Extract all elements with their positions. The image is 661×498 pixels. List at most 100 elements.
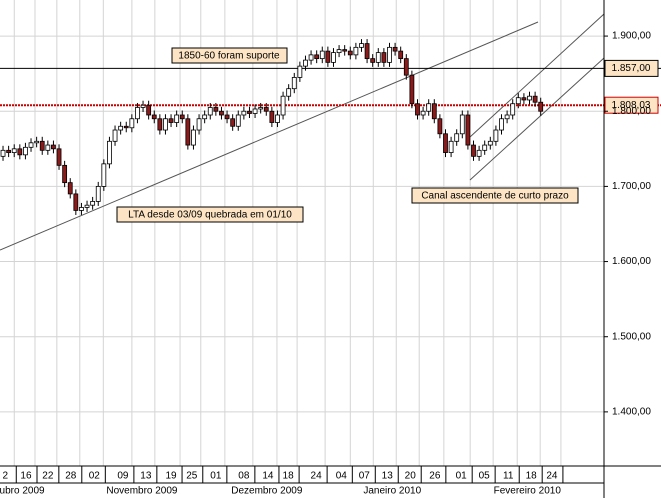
x-tick-label: 07	[359, 471, 371, 482]
x-tick-label: 09	[117, 471, 129, 482]
candle-body	[185, 118, 191, 146]
candle-body	[140, 104, 146, 108]
candle-body	[168, 118, 174, 123]
candle-body	[431, 103, 437, 120]
candle-body	[538, 101, 544, 112]
x-tick-label: 05	[479, 471, 491, 482]
x-tick-label: 24	[311, 471, 323, 482]
x-tick-label: 19	[165, 471, 177, 482]
candle-body	[364, 43, 370, 60]
x-tick-label: 08	[238, 471, 250, 482]
candle-body	[381, 52, 387, 63]
annotation: LTA desde 03/09 quebrada em 01/10	[116, 206, 304, 223]
candle-body	[146, 104, 152, 116]
x-tick-label: 26	[429, 471, 441, 482]
y-tick-label: 1.600,00	[612, 256, 651, 267]
x-tick-label: 25	[186, 471, 198, 482]
candle-body	[375, 52, 381, 63]
candle-body	[241, 110, 247, 116]
x-tick-label: 22	[42, 471, 54, 482]
candle-body	[39, 140, 45, 151]
candle-body	[487, 140, 493, 146]
candle-body	[370, 58, 376, 63]
x-tick-label: 28	[65, 471, 77, 482]
candle-body	[90, 201, 96, 206]
candle-body	[359, 43, 364, 48]
y-tick-label: 1.500,00	[612, 331, 651, 342]
annotation-box	[171, 47, 288, 64]
levels: 1.857,00 1.808,03	[0, 59, 661, 114]
candle-body	[135, 107, 140, 120]
candle-body	[398, 50, 404, 60]
candle-body	[129, 118, 135, 129]
candle-body	[157, 118, 163, 131]
candle-body	[213, 107, 219, 112]
candle-body	[207, 107, 213, 116]
candle-body	[247, 110, 252, 114]
candle-body	[420, 110, 426, 116]
candle-body	[319, 50, 325, 60]
x-tick-label: 16	[20, 471, 32, 482]
candle-body	[17, 148, 23, 156]
candle-body	[45, 144, 51, 151]
candle-body	[6, 149, 12, 153]
channel-line	[469, 57, 605, 181]
x-tick-label: 2	[2, 471, 8, 482]
annotation-text: Canal ascendente de curto prazo	[421, 191, 569, 202]
candle-body	[286, 88, 292, 97]
candle-body	[34, 140, 40, 144]
candle-body	[493, 129, 499, 142]
annotation-text: 1850-60 foram suporte	[178, 51, 280, 62]
grid	[0, 0, 604, 466]
candle-body	[515, 97, 521, 105]
candle-body	[426, 103, 432, 112]
candle-body	[123, 125, 129, 129]
candle-body	[454, 133, 460, 142]
x-tick-label: 18	[526, 471, 538, 482]
candle-body	[448, 140, 454, 153]
x-tick-label: 13	[140, 471, 152, 482]
axes: 1.400,00 1.500,00 1.600,00 1.700,00 1.800,00…	[0, 31, 651, 497]
annotation-box	[116, 206, 304, 223]
candle-body	[196, 118, 202, 131]
candle-body	[409, 74, 415, 105]
candle-body	[297, 65, 303, 78]
candle-body	[269, 110, 275, 123]
candle-body	[258, 107, 264, 110]
candle-body	[521, 97, 527, 101]
candle-body	[353, 46, 359, 56]
candle-body	[459, 114, 465, 135]
month-label: Dezembro 2009	[231, 486, 303, 497]
x-tick-label: 24	[546, 471, 558, 482]
candle-body	[471, 144, 476, 157]
month-label: Fevereiro 2010	[494, 486, 562, 497]
candle-body	[331, 52, 336, 63]
level-label: 1.857,00	[612, 63, 651, 74]
candle-body	[67, 182, 73, 195]
candle-body	[179, 114, 185, 120]
month-label: ubro 2009	[0, 486, 45, 497]
channel-line	[469, 13, 605, 138]
candle-body	[151, 114, 157, 120]
month-label: Novembro 2009	[106, 486, 178, 497]
candle-body	[443, 133, 448, 153]
candle-body	[263, 107, 269, 112]
x-tick-label: 14	[262, 471, 274, 482]
candle-body	[527, 95, 532, 101]
candle-body	[387, 46, 392, 63]
x-tick-label: 01	[456, 471, 468, 482]
candle-body	[174, 114, 180, 123]
candle-body	[476, 149, 482, 157]
annotation-text: LTA desde 03/09 quebrada em 01/10	[128, 210, 292, 221]
candle-body	[56, 148, 62, 166]
candle-body	[95, 185, 101, 202]
candle-body	[342, 49, 348, 52]
y-tick-label: 1.400,00	[612, 407, 651, 418]
x-tick-label: 02	[89, 471, 101, 482]
candles	[0, 39, 544, 215]
x-tick-label: 13	[382, 471, 394, 482]
candle-body	[101, 163, 107, 187]
candle-body	[280, 95, 286, 116]
